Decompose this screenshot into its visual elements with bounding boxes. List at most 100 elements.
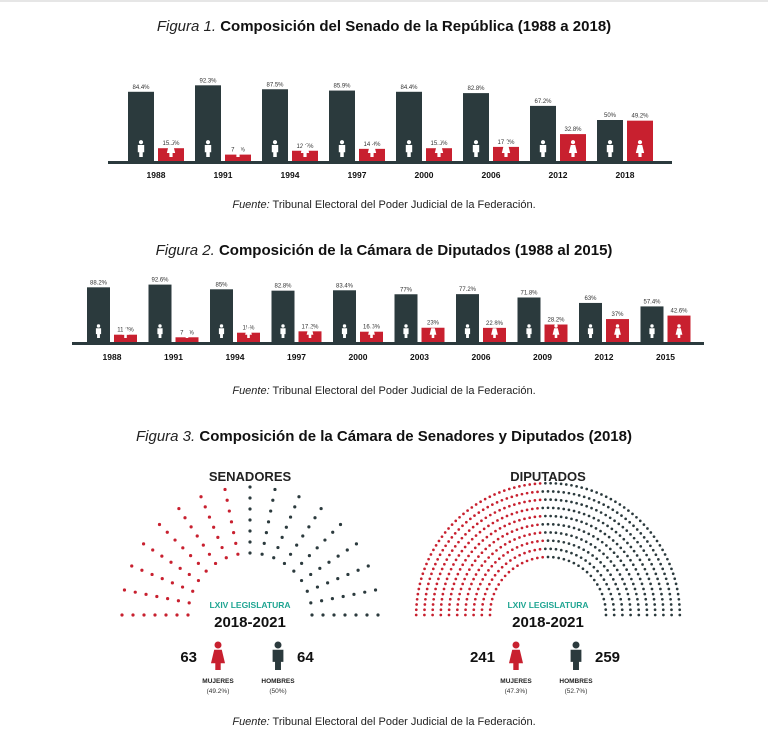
deputies-seat	[570, 534, 573, 538]
figure-3-source-label: Fuente:	[232, 716, 270, 728]
deputies-seat	[618, 503, 622, 506]
deputies-seat	[675, 587, 679, 591]
deputies-seat	[595, 557, 599, 561]
deputies-seat	[533, 482, 537, 486]
deputies-seat	[414, 613, 418, 617]
woman-icon	[568, 140, 578, 157]
figure-2-title: Figura 2. Composición de la Cámara de Di…	[0, 242, 768, 259]
senate-seat	[331, 530, 335, 534]
senate-seat	[354, 613, 358, 617]
figure-2-source: Fuente: Tribunal Electoral del Poder Jud…	[0, 385, 768, 397]
deputies-seat	[457, 597, 460, 601]
deputies-seat	[607, 535, 611, 539]
deputies-seat	[659, 587, 662, 591]
deputies-seat	[581, 567, 585, 571]
deputies-seat	[635, 515, 638, 519]
figure-1-source-label: Fuente:	[232, 199, 270, 211]
deputies-seat	[477, 555, 480, 558]
deputies-seat	[645, 608, 649, 612]
deputies-seat	[449, 567, 453, 571]
deputies-seat	[619, 559, 623, 563]
deputies-seat	[616, 555, 619, 558]
deputies-seat	[536, 523, 539, 527]
deputies-seat	[488, 582, 491, 586]
deputies-seat	[418, 582, 422, 586]
senate-seat	[234, 541, 238, 545]
deputies-seat	[592, 565, 596, 569]
deputies-seat	[501, 535, 504, 538]
deputies-seat	[638, 577, 642, 581]
woman-icon-body	[210, 649, 226, 670]
woman-icon-head	[369, 140, 375, 145]
deputies-seat	[608, 547, 612, 551]
deputies-seat	[580, 486, 584, 489]
x-axis-line	[108, 161, 672, 164]
deputies-seat	[488, 613, 492, 617]
deputies-seat	[490, 564, 494, 568]
deputies-seat	[626, 592, 630, 596]
figure-3-source: Fuente: Tribunal Electoral del Poder Jud…	[0, 716, 768, 728]
senate-seat	[232, 531, 236, 535]
deputies-seat	[423, 567, 426, 571]
deputies-seat	[657, 582, 661, 586]
deputies-seat	[474, 503, 478, 506]
deputies-seat	[451, 587, 454, 591]
deputies-seat	[587, 532, 591, 536]
deputies-men-label: HOMBRES	[559, 678, 593, 685]
deputies-seat	[538, 547, 542, 551]
deputies-seat	[481, 508, 485, 512]
deputies-seat	[457, 554, 461, 557]
deputies-seat	[618, 592, 621, 596]
figure-1-source-text: Tribunal Electoral del Poder Judicial de…	[272, 199, 536, 211]
deputies-seat	[503, 506, 506, 510]
deputies-seat	[618, 534, 622, 537]
deputies-seat	[640, 582, 644, 586]
deputies-seat	[599, 511, 603, 514]
deputies-seat	[554, 531, 558, 535]
deputies-seat	[473, 559, 477, 563]
deputies-seat	[450, 536, 454, 539]
man-icon-body	[338, 145, 346, 157]
man-icon-body	[341, 328, 348, 338]
deputies-seat	[483, 497, 487, 501]
deputies-seat	[591, 554, 594, 557]
senate-seat	[273, 487, 277, 492]
senate-seat	[248, 540, 252, 544]
deputies-seat	[525, 508, 529, 512]
deputies-seat	[572, 509, 576, 513]
man-icon-body	[271, 145, 279, 157]
senate-seat	[280, 535, 284, 539]
deputies-seat	[599, 573, 603, 577]
woman-icon	[368, 324, 375, 338]
deputies-seat	[666, 557, 669, 561]
man-icon	[526, 324, 532, 338]
deputies-seat	[485, 535, 489, 539]
year-label-2000: 2000	[349, 352, 368, 362]
deputies-seat	[554, 514, 558, 518]
deputies-seat	[431, 603, 435, 606]
senate-women-pct: (49.2%)	[207, 688, 230, 695]
deputies-women-label: MUJERES	[500, 678, 532, 685]
deputies-seat	[625, 568, 628, 571]
senate-seat	[352, 592, 356, 596]
bar-men-label-2000: 83.4%	[336, 283, 354, 289]
deputies-seat	[497, 583, 501, 586]
woman-icon-body	[368, 328, 375, 338]
deputies-seat	[673, 577, 677, 581]
deputies-seat	[518, 501, 521, 505]
deputies-seat	[491, 552, 494, 556]
deputies-seat	[493, 493, 496, 496]
bar-men-label-2006: 82.8%	[467, 86, 485, 92]
deputies-seat	[464, 520, 468, 524]
senate-seat	[141, 542, 146, 546]
figure-3-source-text: Tribunal Electoral del Poder Judicial de…	[272, 716, 536, 728]
deputies-seat	[567, 542, 571, 545]
woman-icon-body	[568, 145, 578, 157]
deputies-seat	[478, 530, 482, 534]
deputies-seat	[567, 491, 571, 495]
deputies-seat	[481, 539, 485, 542]
senate-seat	[120, 613, 124, 617]
deputies-seat	[496, 519, 499, 522]
woman-icon-body	[552, 328, 560, 338]
deputies-seat	[671, 572, 675, 576]
